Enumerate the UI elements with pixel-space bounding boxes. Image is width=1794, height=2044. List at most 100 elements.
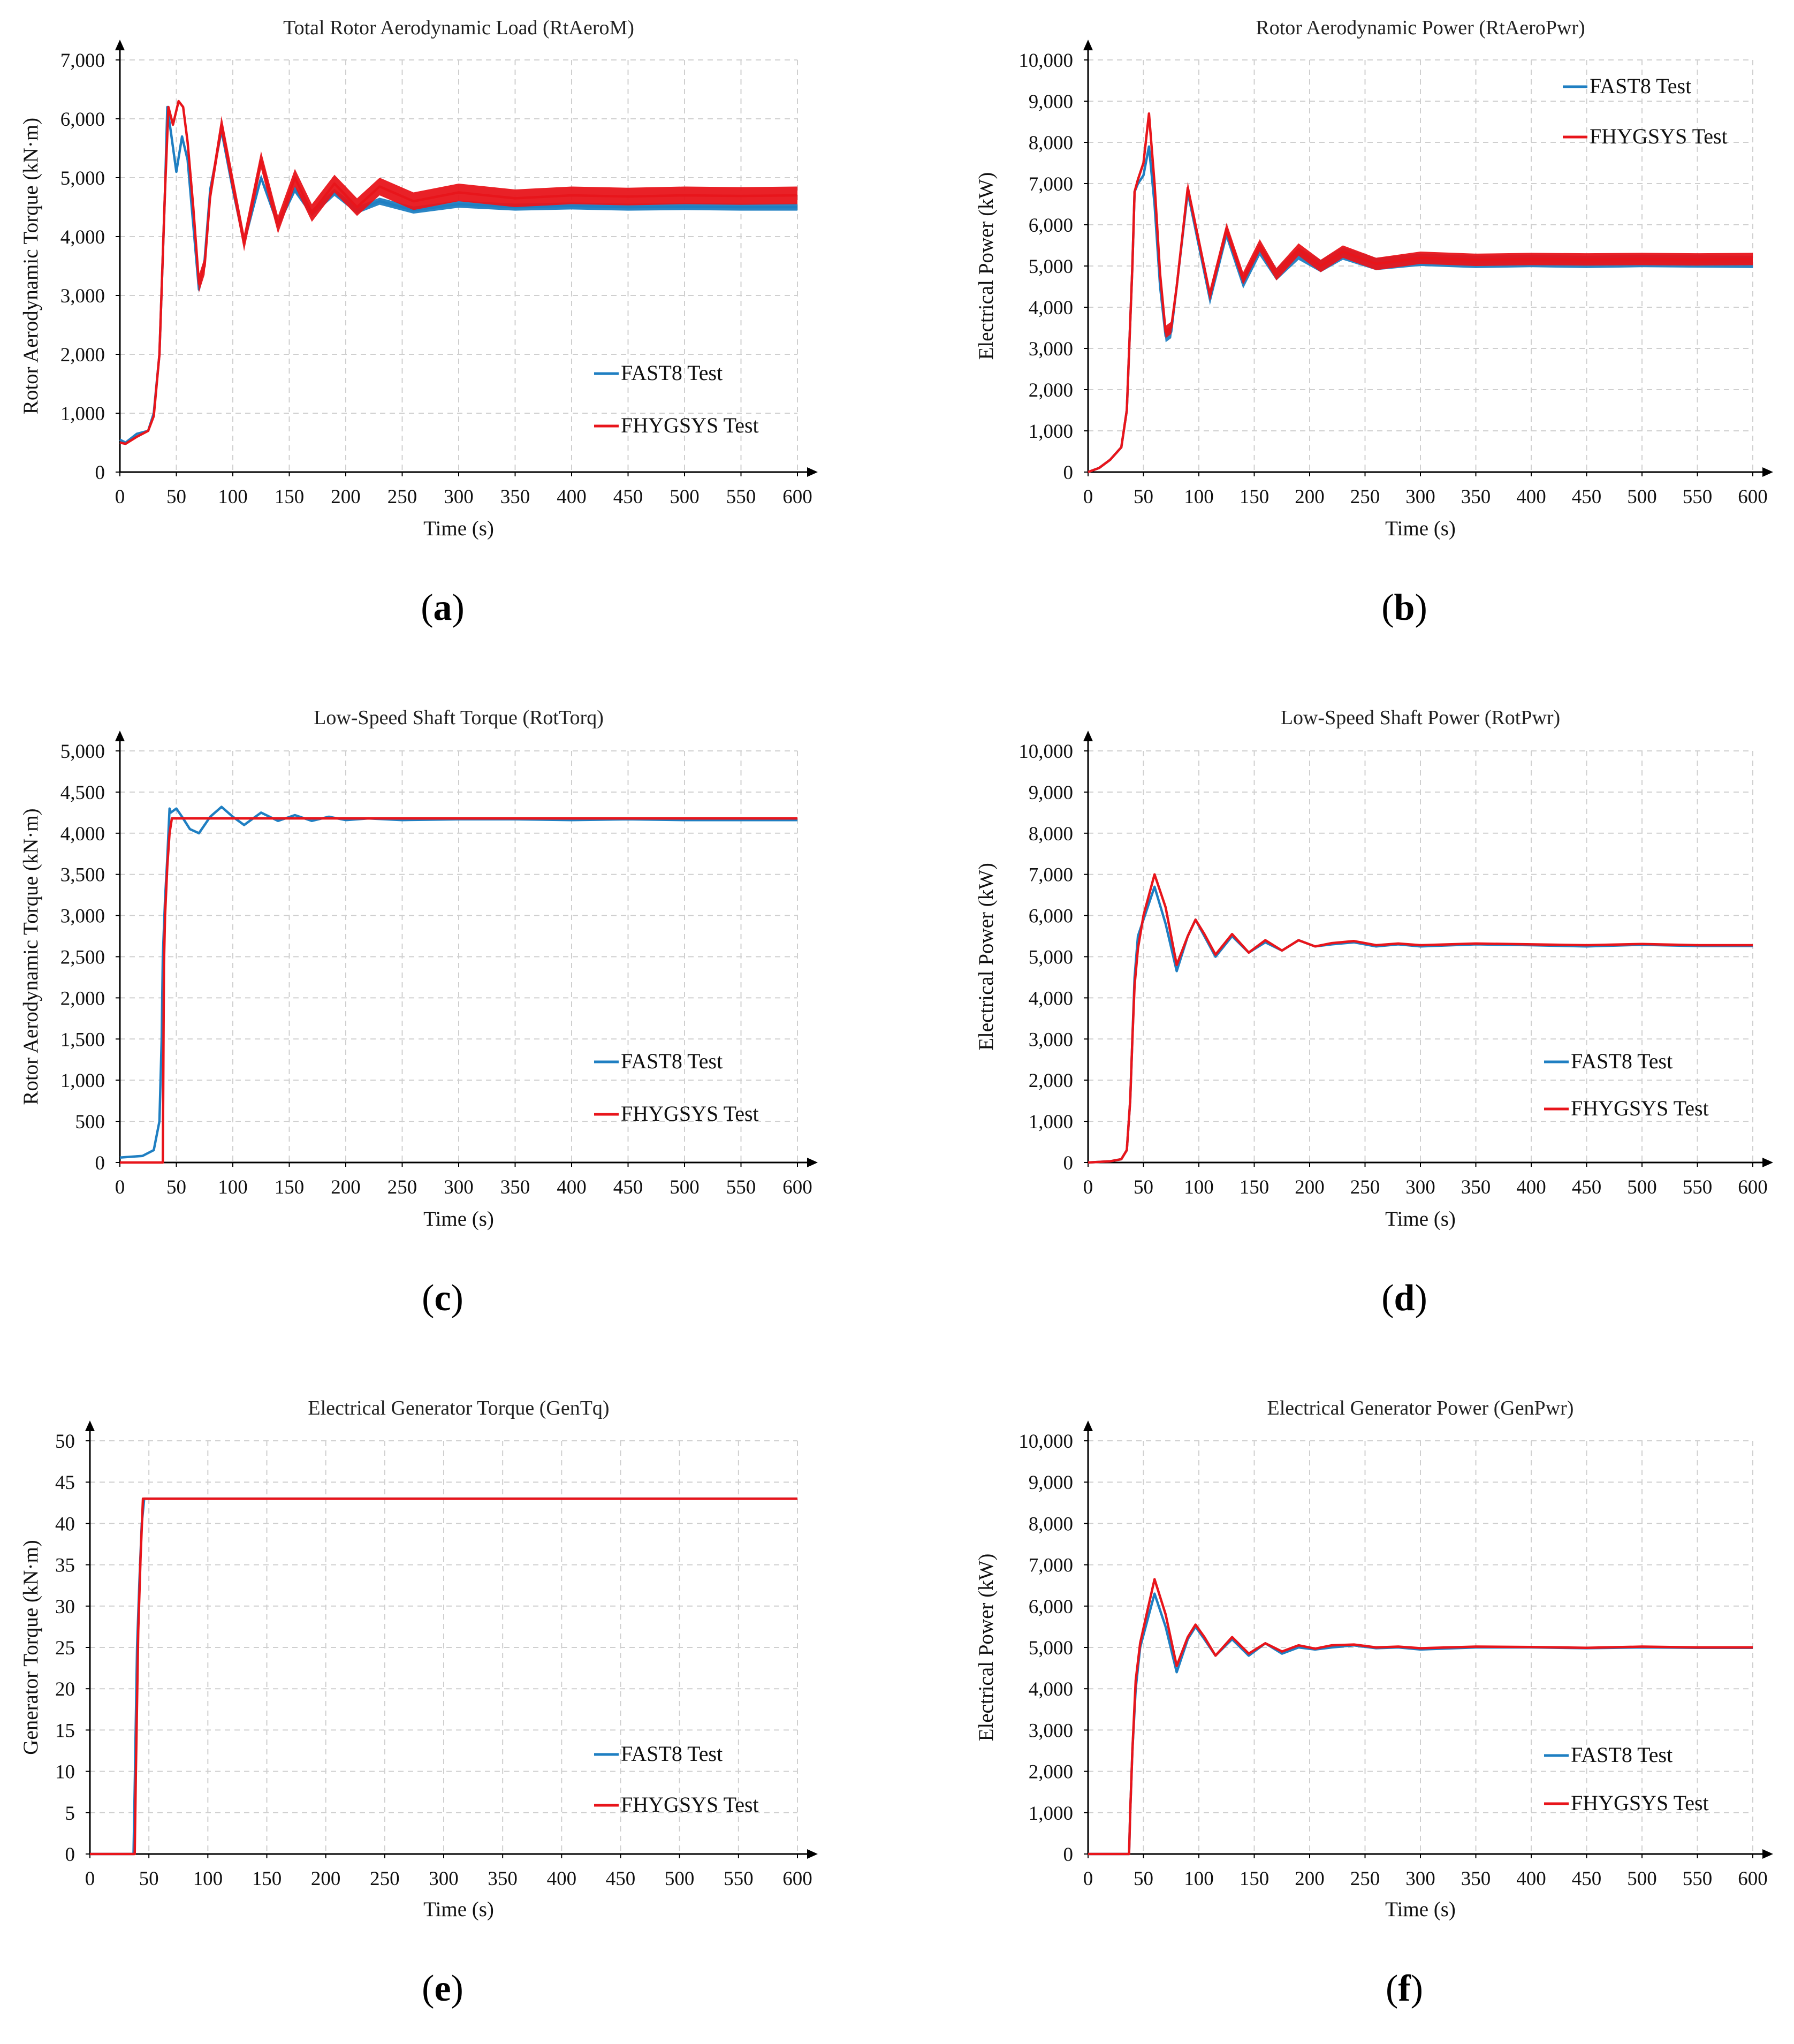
x-tick-label: 250 — [1350, 1176, 1380, 1198]
x-tick-label: 100 — [218, 486, 248, 508]
y-axis-label: Electrical Power (kW) — [975, 863, 998, 1051]
x-tick-label: 450 — [613, 486, 643, 508]
chart-title: Total Rotor Aerodynamic Load (RtAeroM) — [283, 17, 634, 39]
chart-panel-a: 0 50 100 150 200 250 300 350 400 450 500 550 600 0 1,0… — [19, 17, 818, 628]
y-tick-label: 1,500 — [60, 1029, 105, 1051]
y-tick-label: 4,000 — [60, 226, 105, 248]
y-tick-label: 3,500 — [60, 864, 105, 886]
y-tick-label: 1,000 — [1029, 421, 1073, 443]
x-tick-label: 400 — [1516, 1176, 1546, 1198]
x-tick-label: 350 — [1461, 1176, 1491, 1198]
x-tick-label: 50 — [166, 1176, 186, 1198]
x-axis-label: Time (s) — [423, 1898, 494, 1921]
panel-label: (a) — [421, 587, 465, 628]
x-tick-label: 50 — [1134, 1868, 1153, 1890]
y-tick-label: 500 — [75, 1111, 105, 1133]
x-tick-label: 550 — [726, 486, 756, 508]
y-tick-label: 9,000 — [1029, 91, 1073, 113]
legend-label-fast8: FAST8 Test — [1571, 1743, 1673, 1767]
x-tick-label: 600 — [782, 1176, 812, 1198]
x-axis-arrow — [1762, 467, 1773, 477]
x-tick-label: 200 — [1295, 1868, 1325, 1890]
x-tick-label: 500 — [1627, 486, 1657, 508]
y-tick-label: 10,000 — [1018, 741, 1073, 763]
x-tick-label: 300 — [444, 1176, 474, 1198]
x-axis-arrow — [807, 467, 818, 477]
x-tick-label: 100 — [1184, 1868, 1214, 1890]
x-tick-label: 150 — [1240, 486, 1270, 508]
y-tick-label: 2,000 — [1029, 1070, 1073, 1092]
x-axis-label: Time (s) — [1385, 1207, 1456, 1230]
x-tick-label: 350 — [488, 1868, 518, 1890]
y-tick-label: 5,000 — [1029, 256, 1073, 278]
x-tick-label: 250 — [1350, 486, 1380, 508]
chart-panel-b: 0 50 100 150 200 250 300 350 400 450 500 550 600 0 1,0… — [975, 17, 1773, 628]
y-tick-label: 2,000 — [60, 344, 105, 366]
series-band-fast8 — [187, 127, 798, 293]
x-tick-label: 250 — [1350, 1868, 1380, 1890]
y-tick-label: 2,000 — [60, 987, 105, 1009]
series-band-fhygsys — [187, 116, 798, 293]
series-band-fhygsys — [1154, 177, 1753, 338]
y-tick-label: 5,000 — [60, 168, 105, 189]
y-tick-label: 7,000 — [60, 50, 105, 72]
x-tick-label: 400 — [557, 486, 587, 508]
y-tick-label: 7,000 — [1029, 864, 1073, 886]
x-tick-label: 350 — [500, 1176, 530, 1198]
y-tick-label: 3,000 — [1029, 1029, 1073, 1051]
y-tick-label: 5,000 — [1029, 1637, 1073, 1659]
chart-panel-d: 0 50 100 150 200 250 300 350 400 450 500 550 600 0 1,0… — [975, 706, 1773, 1319]
x-tick-label: 400 — [557, 1176, 587, 1198]
legend-label-fhygsys: FHYGSYS Test — [621, 1101, 759, 1126]
x-tick-label: 500 — [670, 486, 700, 508]
y-tick-label: 6,000 — [1029, 1596, 1073, 1618]
y-tick-label: 30 — [55, 1596, 75, 1618]
chart-title: Electrical Generator Torque (GenTq) — [308, 1397, 609, 1419]
chart-title: Rotor Aerodynamic Power (RtAeroPwr) — [1256, 17, 1585, 39]
chart-panel-f: 0 50 100 150 200 250 300 350 400 450 500 550 600 0 1,0… — [975, 1397, 1773, 2009]
x-tick-label: 450 — [1572, 1868, 1602, 1890]
y-tick-label: 6,000 — [1029, 215, 1073, 237]
x-tick-label: 100 — [218, 1176, 248, 1198]
legend-label-fast8: FAST8 Test — [621, 1742, 723, 1766]
x-tick-label: 400 — [1516, 486, 1546, 508]
y-tick-label: 0 — [95, 1152, 105, 1174]
y-tick-label: 0 — [65, 1844, 75, 1866]
x-tick-label: 500 — [670, 1176, 700, 1198]
x-axis-label: Time (s) — [423, 517, 494, 540]
y-tick-label: 10,000 — [1018, 1431, 1073, 1453]
legend-label-fhygsys: FHYGSYS Test — [621, 413, 759, 437]
x-tick-label: 550 — [1683, 1868, 1713, 1890]
x-tick-label: 600 — [782, 1868, 812, 1890]
y-axis-arrow — [85, 1420, 95, 1431]
x-tick-label: 50 — [139, 1868, 159, 1890]
x-tick-label: 150 — [275, 486, 305, 508]
legend-label-fast8: FAST8 Test — [621, 1049, 723, 1073]
x-tick-label: 150 — [1240, 1868, 1270, 1890]
x-axis-label: Time (s) — [423, 1207, 494, 1230]
legend-label-fast8: FAST8 Test — [1590, 74, 1691, 98]
x-tick-label: 350 — [500, 486, 530, 508]
series-line-fhygsys — [1088, 873, 1753, 1164]
y-tick-label: 4,000 — [60, 823, 105, 845]
y-tick-label: 4,000 — [1029, 297, 1073, 319]
x-tick-label: 0 — [1083, 1868, 1093, 1890]
x-axis-arrow — [807, 1158, 818, 1167]
y-tick-label: 0 — [1063, 1844, 1074, 1866]
y-tick-label: 7,000 — [1029, 173, 1073, 195]
x-tick-label: 450 — [613, 1176, 643, 1198]
x-tick-label: 50 — [1134, 486, 1153, 508]
y-tick-label: 10 — [55, 1761, 75, 1783]
y-tick-label: 50 — [55, 1431, 75, 1453]
y-tick-label: 20 — [55, 1678, 75, 1700]
x-tick-label: 300 — [1405, 1868, 1435, 1890]
y-axis-arrow — [1083, 40, 1093, 50]
series-line-fhygsys — [1088, 112, 1753, 474]
x-tick-label: 500 — [665, 1868, 695, 1890]
x-tick-label: 150 — [252, 1868, 282, 1890]
y-tick-label: 2,000 — [1029, 1761, 1073, 1783]
legend-label-fast8: FAST8 Test — [621, 361, 723, 385]
y-tick-label: 2,500 — [60, 947, 105, 969]
y-tick-label: 9,000 — [1029, 1472, 1073, 1494]
series-line-fhygsys — [120, 817, 797, 1164]
